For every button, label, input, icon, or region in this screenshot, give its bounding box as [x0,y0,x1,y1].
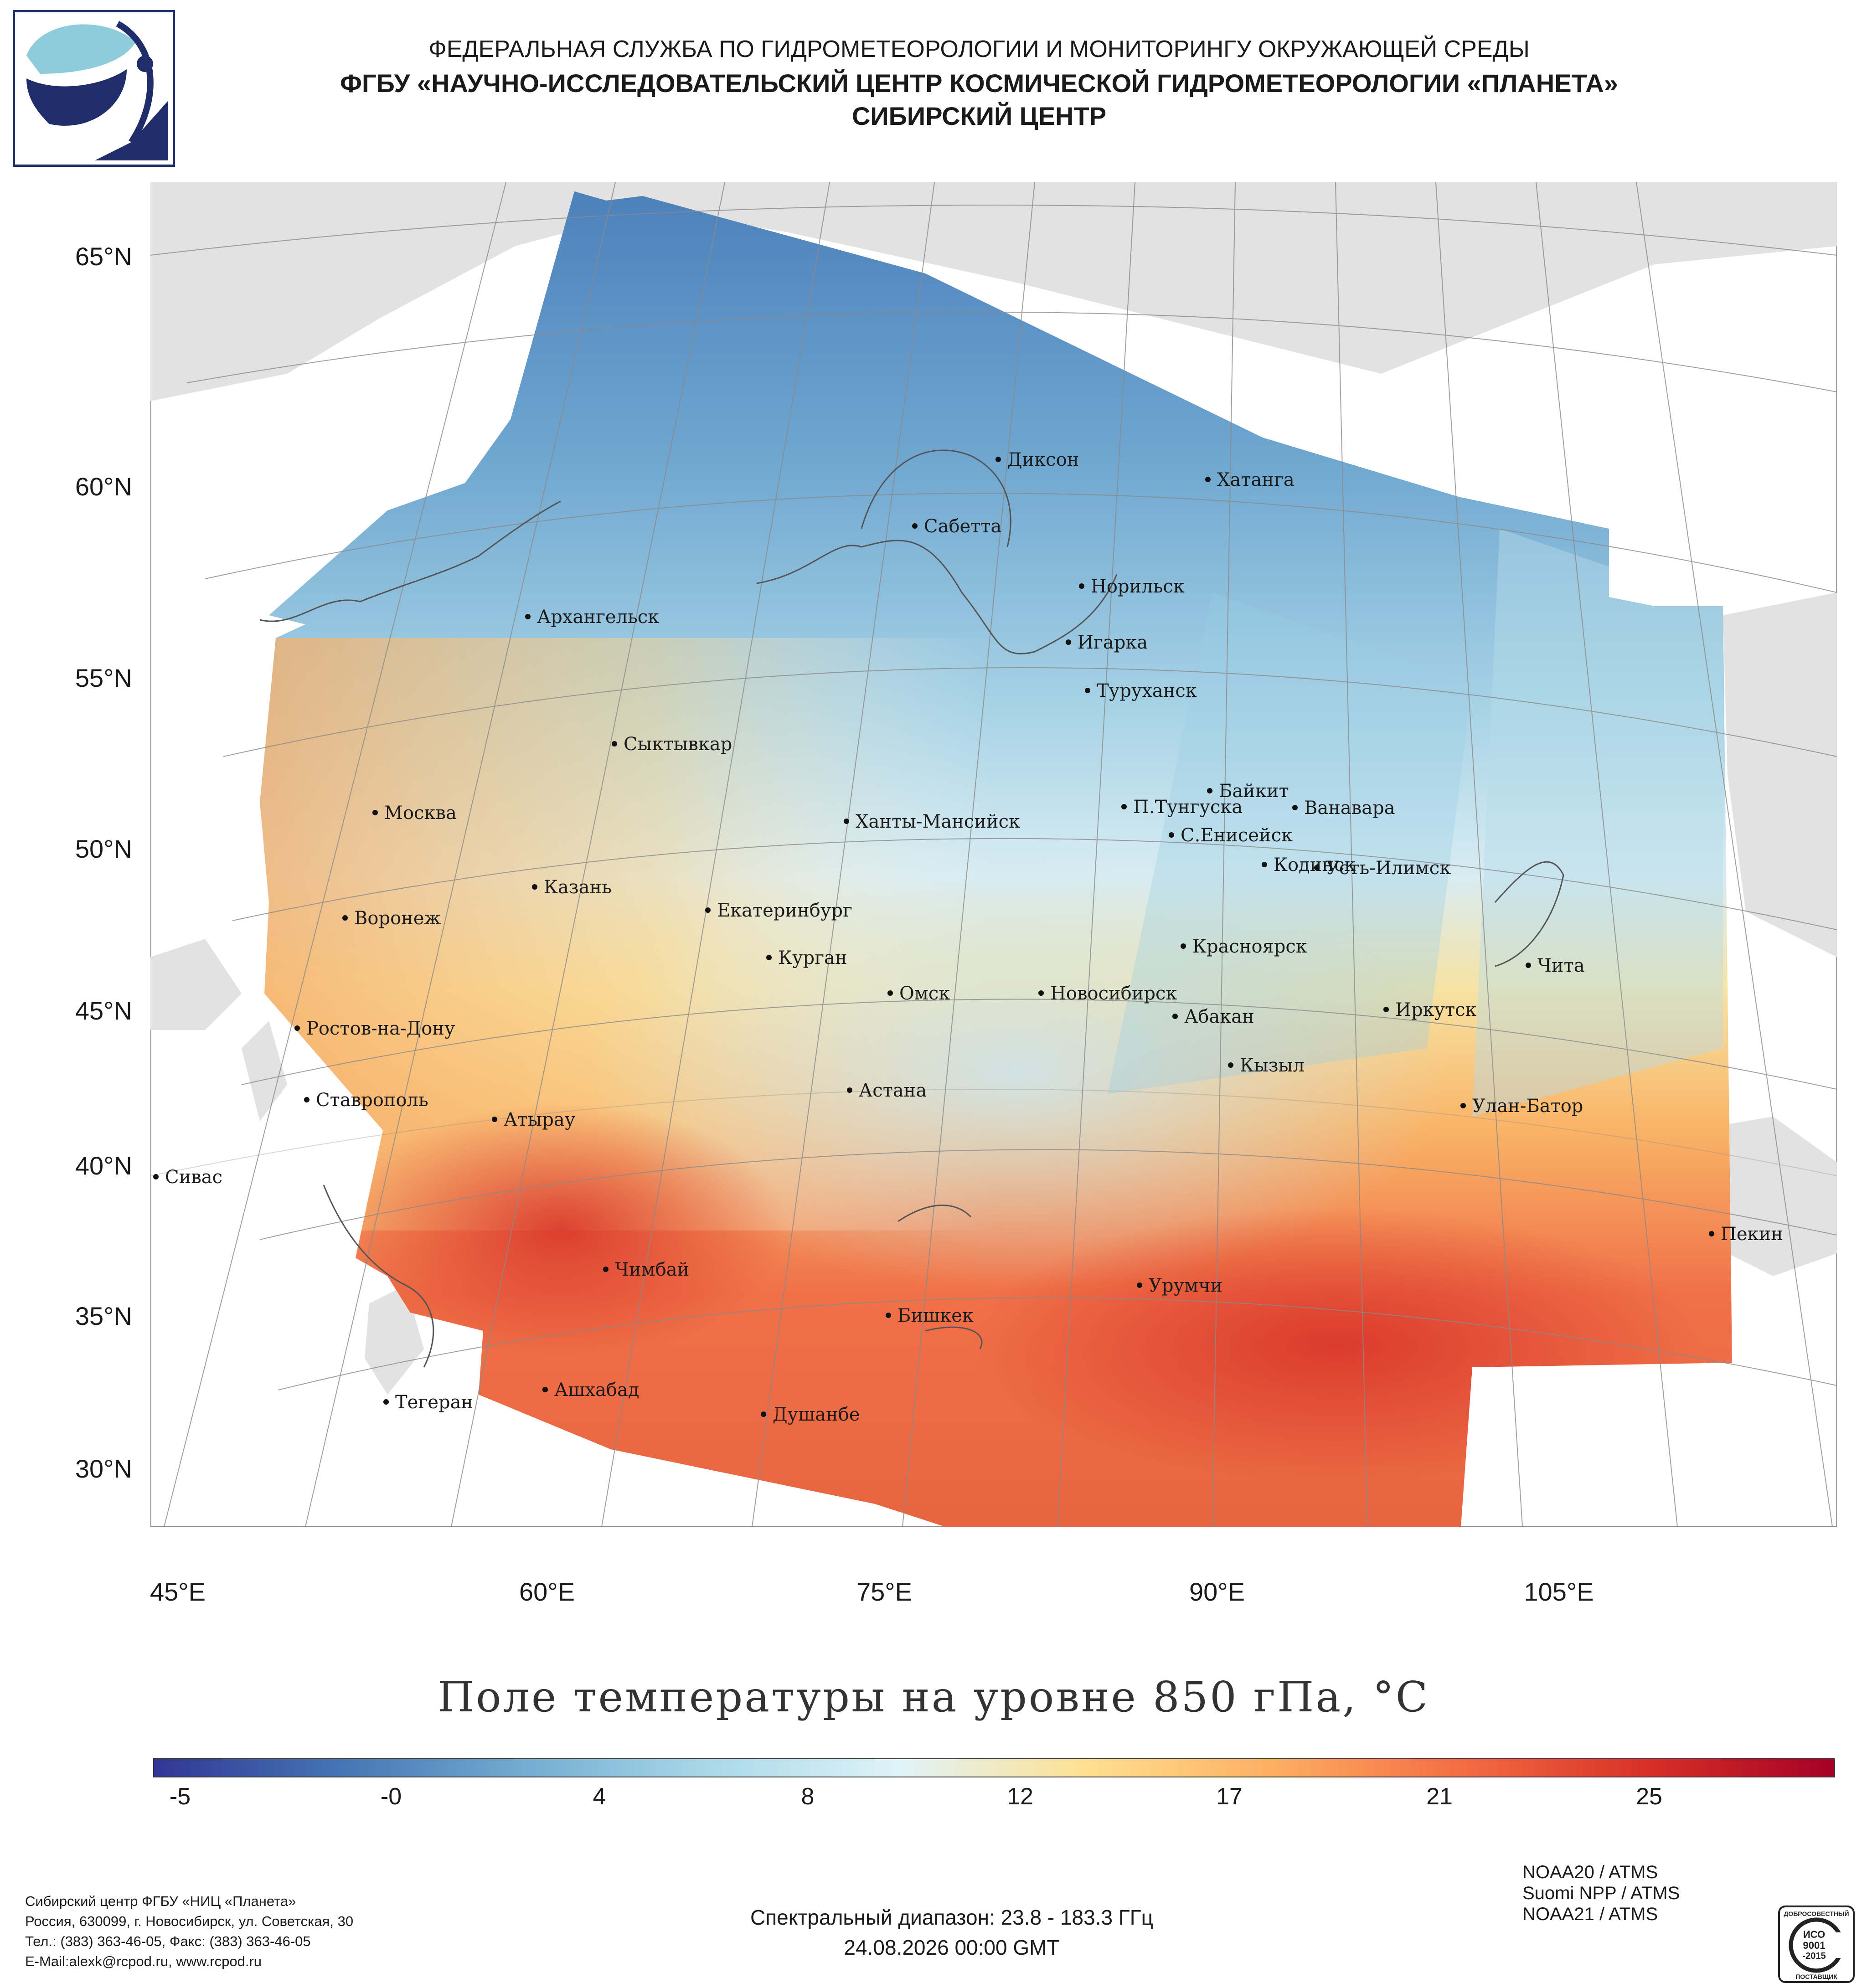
lat-label: 50°N [75,834,132,863]
svg-text:ПОСТАВЩИК: ПОСТАВЩИК [1795,1973,1837,1980]
city-label: Ванавара [1304,798,1395,819]
city-label: Игарка [1078,632,1148,653]
city-label: Иркутск [1395,999,1477,1020]
lat-label: 45°N [75,996,132,1025]
address-line: E-Mail:alexk@rcpod.ru, www.rcpod.ru [25,1953,262,1969]
lon-label: 75°E [856,1577,913,1606]
address-line: Сибирский центр ФГБУ «НИЦ «Планета» [25,1893,296,1909]
sensor-item: Suomi NPP / ATMS [1522,1883,1680,1903]
address-line: Россия, 630099, г. Новосибирск, ул. Сове… [25,1913,354,1929]
contact-address: Сибирский центр ФГБУ «НИЦ «Планета» Росс… [25,1891,353,1972]
iso-certificate-icon: ДОБРОСОВЕСТНЫЙ ИСО 9001 -2015 ПОСТАВЩИК [1778,1906,1855,1983]
colorbar-tick: 21 [1426,1783,1453,1810]
organization-name: ФГБУ «НАУЧНО-ИССЛЕДОВАТЕЛЬСКИЙ ЦЕНТР КОС… [340,69,1618,98]
city-label: С.Енисейск [1181,825,1293,846]
sensor-item: NOAA21 / ATMS [1522,1904,1658,1924]
city-label: Ростов-на-Дону [306,1018,455,1039]
city-label: Астана [859,1080,927,1101]
lon-label: 45°E [150,1577,206,1606]
colorbar [153,1758,1835,1777]
city-label: Красноярск [1192,936,1307,957]
svg-text:-2015: -2015 [1802,1951,1826,1961]
city-label: Сыктывкар [624,734,732,755]
city-label: Екатеринбург [717,900,852,921]
city-label: Туруханск [1097,680,1197,701]
colorbar-tick: 12 [1007,1783,1033,1810]
city-label: Чита [1537,955,1585,976]
colorbar-tick: 8 [801,1783,815,1810]
city-label: Тегеран [395,1392,473,1413]
lon-label: 60°E [519,1577,575,1606]
colorbar-tick: 17 [1216,1783,1243,1810]
city-label: Чимбай [615,1259,689,1280]
city-label: Архангельск [537,607,659,628]
colorbar-tick: -5 [169,1783,191,1810]
city-label: Норильск [1091,576,1185,597]
lon-label: 90°E [1189,1577,1245,1606]
city-label: Сабетта [924,516,1001,537]
svg-text:9001: 9001 [1803,1940,1826,1951]
observation-datetime: 24.08.2026 00:00 GMT [844,1936,1060,1959]
address-line: Тел.: (383) 363-46-05, Факс: (383) 363-4… [25,1933,311,1949]
city-label: Байкит [1219,781,1289,802]
city-label: Ашхабад [554,1380,639,1401]
city-label: Ставрополь [316,1090,428,1111]
lat-label: 60°N [75,472,132,501]
city-label: Абакан [1184,1006,1254,1027]
city-label: Кызыл [1240,1055,1305,1076]
city-label: Кодинск [1274,855,1356,876]
map-title: Поле температуры на уровне 850 гПа, °С [437,1673,1430,1721]
sensor-item: NOAA20 / ATMS [1522,1862,1658,1882]
temperature-map: Диксон Хатанга Сабетта Норильск Архангел… [150,182,1837,1527]
lon-label: 105°E [1524,1577,1594,1606]
city-label: Воронеж [354,908,441,929]
city-label: Омск [899,983,950,1004]
sensor-list: NOAA20 / ATMS Suomi NPP / ATMS NOAA21 / … [1522,1862,1680,1925]
city-label: Ханты-Мансийск [856,811,1020,832]
spectral-range: Спектральный диапазон: 23.8 - 183.3 ГГц [750,1906,1154,1929]
planeta-logo-icon [13,10,175,167]
city-label: Атырау [504,1109,576,1130]
city-label: Урумчи [1149,1275,1222,1296]
lat-label: 35°N [75,1302,132,1330]
city-label: Бишкек [897,1305,974,1326]
city-label: Казань [544,877,612,898]
city-label: Новосибирск [1050,983,1177,1004]
city-label: Сивас [165,1167,222,1188]
city-label: Улан-Батор [1472,1096,1583,1117]
lat-label: 65°N [75,242,132,271]
city-label: Душанбе [773,1404,860,1425]
city-label: Курган [778,948,847,968]
lat-label: 40°N [75,1151,132,1180]
city-label: Пекин [1721,1224,1783,1245]
city-markers: Диксон Хатанга Сабетта Норильск Архангел… [153,449,1783,1425]
city-label: П.Тунгуска [1133,797,1243,818]
lat-label: 30°N [75,1454,132,1483]
agency-name: ФЕДЕРАЛЬНАЯ СЛУЖБА ПО ГИДРОМЕТЕОРОЛОГИИ … [428,36,1530,62]
colorbar-tick: 25 [1636,1783,1662,1810]
city-label: Диксон [1007,449,1079,470]
lat-label: 55°N [75,664,132,692]
svg-text:ДОБРОСОВЕСТНЫЙ: ДОБРОСОВЕСТНЫЙ [1784,1910,1849,1917]
city-label: Хатанга [1217,469,1295,490]
colorbar-tick: -0 [380,1783,402,1810]
colorbar-tick: 4 [593,1783,606,1810]
center-name: СИБИРСКИЙ ЦЕНТР [851,102,1107,130]
city-label: Усть-Илимск [1326,858,1451,879]
city-label: Москва [384,803,457,824]
svg-text:ИСО: ИСО [1803,1929,1825,1940]
